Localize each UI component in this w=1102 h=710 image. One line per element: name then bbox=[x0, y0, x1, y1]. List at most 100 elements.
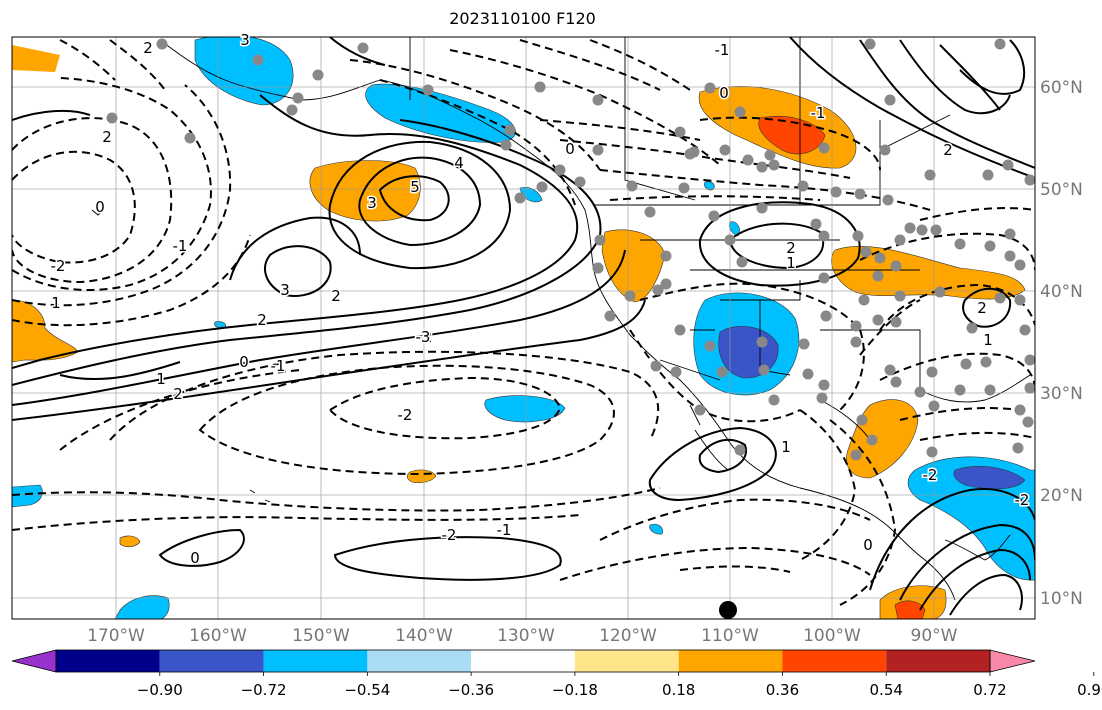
colorbar-segment bbox=[678, 650, 783, 672]
contour-label: 2 bbox=[102, 128, 112, 146]
lon-label: 110°W bbox=[701, 626, 759, 646]
contour-label: 2 bbox=[173, 385, 183, 403]
contour-label: 2 bbox=[143, 39, 153, 57]
station-dot bbox=[644, 206, 656, 218]
contour-label: -2 bbox=[398, 406, 413, 424]
station-dot bbox=[292, 92, 304, 104]
colorbar-tick-label: −0.36 bbox=[448, 681, 494, 699]
lat-label: 10°N bbox=[1040, 589, 1083, 609]
station-dot bbox=[592, 262, 604, 274]
colorbar-tick-label: 0.36 bbox=[766, 681, 799, 699]
colorbar-tick-label: 0.90 bbox=[1077, 681, 1102, 699]
station-dot bbox=[818, 230, 830, 242]
station-dot bbox=[816, 392, 828, 404]
colorbar-segment bbox=[574, 650, 679, 672]
station-dot bbox=[624, 290, 636, 302]
station-dot bbox=[982, 169, 994, 181]
station-dot bbox=[1024, 174, 1035, 186]
station-dot bbox=[1019, 324, 1031, 336]
station-dot bbox=[357, 42, 369, 54]
black-dot-marker bbox=[719, 601, 737, 619]
station-dot bbox=[286, 104, 298, 116]
station-dot bbox=[904, 222, 916, 234]
lon-label: 140°W bbox=[395, 626, 453, 646]
colorbar-segment bbox=[263, 650, 368, 672]
colorbar-segment bbox=[367, 650, 472, 672]
colorbar-tick-label: 0.54 bbox=[870, 681, 903, 699]
station-dot bbox=[688, 146, 700, 158]
lat-label: 60°N bbox=[1040, 78, 1083, 98]
station-dot bbox=[106, 112, 118, 124]
station-dot bbox=[1014, 259, 1026, 271]
station-dot bbox=[1014, 294, 1026, 306]
contour-label: 0 bbox=[565, 140, 575, 158]
lon-label: 130°W bbox=[497, 626, 555, 646]
station-dot bbox=[312, 69, 324, 81]
station-dot bbox=[594, 234, 606, 246]
station-dot bbox=[742, 154, 754, 166]
station-dot bbox=[719, 144, 731, 156]
station-dot bbox=[890, 316, 902, 328]
station-dot bbox=[882, 194, 894, 206]
contour-label: 2 bbox=[943, 141, 953, 159]
station-dot bbox=[879, 144, 891, 156]
colorbar-segment bbox=[471, 650, 575, 672]
colorbar-extend-low bbox=[11, 649, 57, 673]
contour-label: 0 bbox=[719, 84, 729, 102]
station-dot bbox=[674, 126, 686, 138]
colorbar: −0.90 −0.72 −0.54 −0.36 −0.18 0.18 0.36 0.54 0.7… bbox=[11, 649, 1102, 699]
lon-label: 170°W bbox=[87, 626, 145, 646]
station-dot bbox=[514, 192, 526, 204]
lon-label: 150°W bbox=[292, 626, 350, 646]
contour-label: 2 bbox=[257, 311, 267, 329]
station-dot bbox=[604, 310, 616, 322]
station-dot bbox=[704, 340, 716, 352]
station-dot bbox=[980, 356, 992, 368]
grid-lines bbox=[12, 37, 1035, 619]
station-dot bbox=[734, 106, 746, 118]
contour-label: -1 bbox=[271, 357, 286, 375]
station-dot bbox=[858, 294, 870, 306]
station-dot bbox=[860, 246, 872, 258]
contour-label: 1 bbox=[156, 370, 166, 388]
contour-label: 1 bbox=[51, 294, 61, 312]
station-dot bbox=[850, 336, 862, 348]
station-dot bbox=[797, 180, 809, 192]
station-dot bbox=[926, 366, 938, 378]
station-dot bbox=[1004, 250, 1016, 262]
station-dot bbox=[850, 449, 862, 461]
lat-label: 40°N bbox=[1040, 282, 1083, 302]
lat-label: 30°N bbox=[1040, 384, 1083, 404]
colorbar-tick-label: −0.90 bbox=[137, 681, 183, 699]
station-dot bbox=[852, 230, 864, 242]
station-dot bbox=[716, 366, 728, 378]
contour-label: 0 bbox=[239, 353, 249, 371]
station-dot bbox=[734, 444, 746, 456]
station-dot bbox=[670, 366, 682, 378]
station-dot bbox=[890, 376, 902, 388]
station-dot bbox=[1022, 416, 1034, 428]
contour-label: -2 bbox=[418, 328, 433, 346]
station-dot bbox=[960, 358, 972, 370]
station-dot bbox=[916, 224, 928, 236]
colorbar-segment bbox=[56, 650, 160, 672]
station-dot bbox=[626, 180, 638, 192]
station-dot bbox=[592, 144, 604, 156]
station-dot bbox=[650, 360, 662, 372]
station-dot bbox=[934, 286, 946, 298]
station-dot bbox=[954, 238, 966, 250]
station-dot bbox=[554, 164, 566, 176]
contour-label: -2 bbox=[1015, 491, 1030, 509]
station-dot bbox=[768, 159, 780, 171]
station-dot bbox=[818, 142, 830, 154]
station-dot bbox=[1014, 404, 1026, 416]
station-dot bbox=[756, 336, 768, 348]
station-dot bbox=[894, 234, 906, 246]
contour-label: 2 bbox=[786, 239, 796, 257]
station-dot bbox=[574, 176, 586, 188]
station-dot bbox=[872, 314, 884, 326]
station-dot bbox=[422, 84, 434, 96]
lat-label: 20°N bbox=[1040, 486, 1083, 506]
